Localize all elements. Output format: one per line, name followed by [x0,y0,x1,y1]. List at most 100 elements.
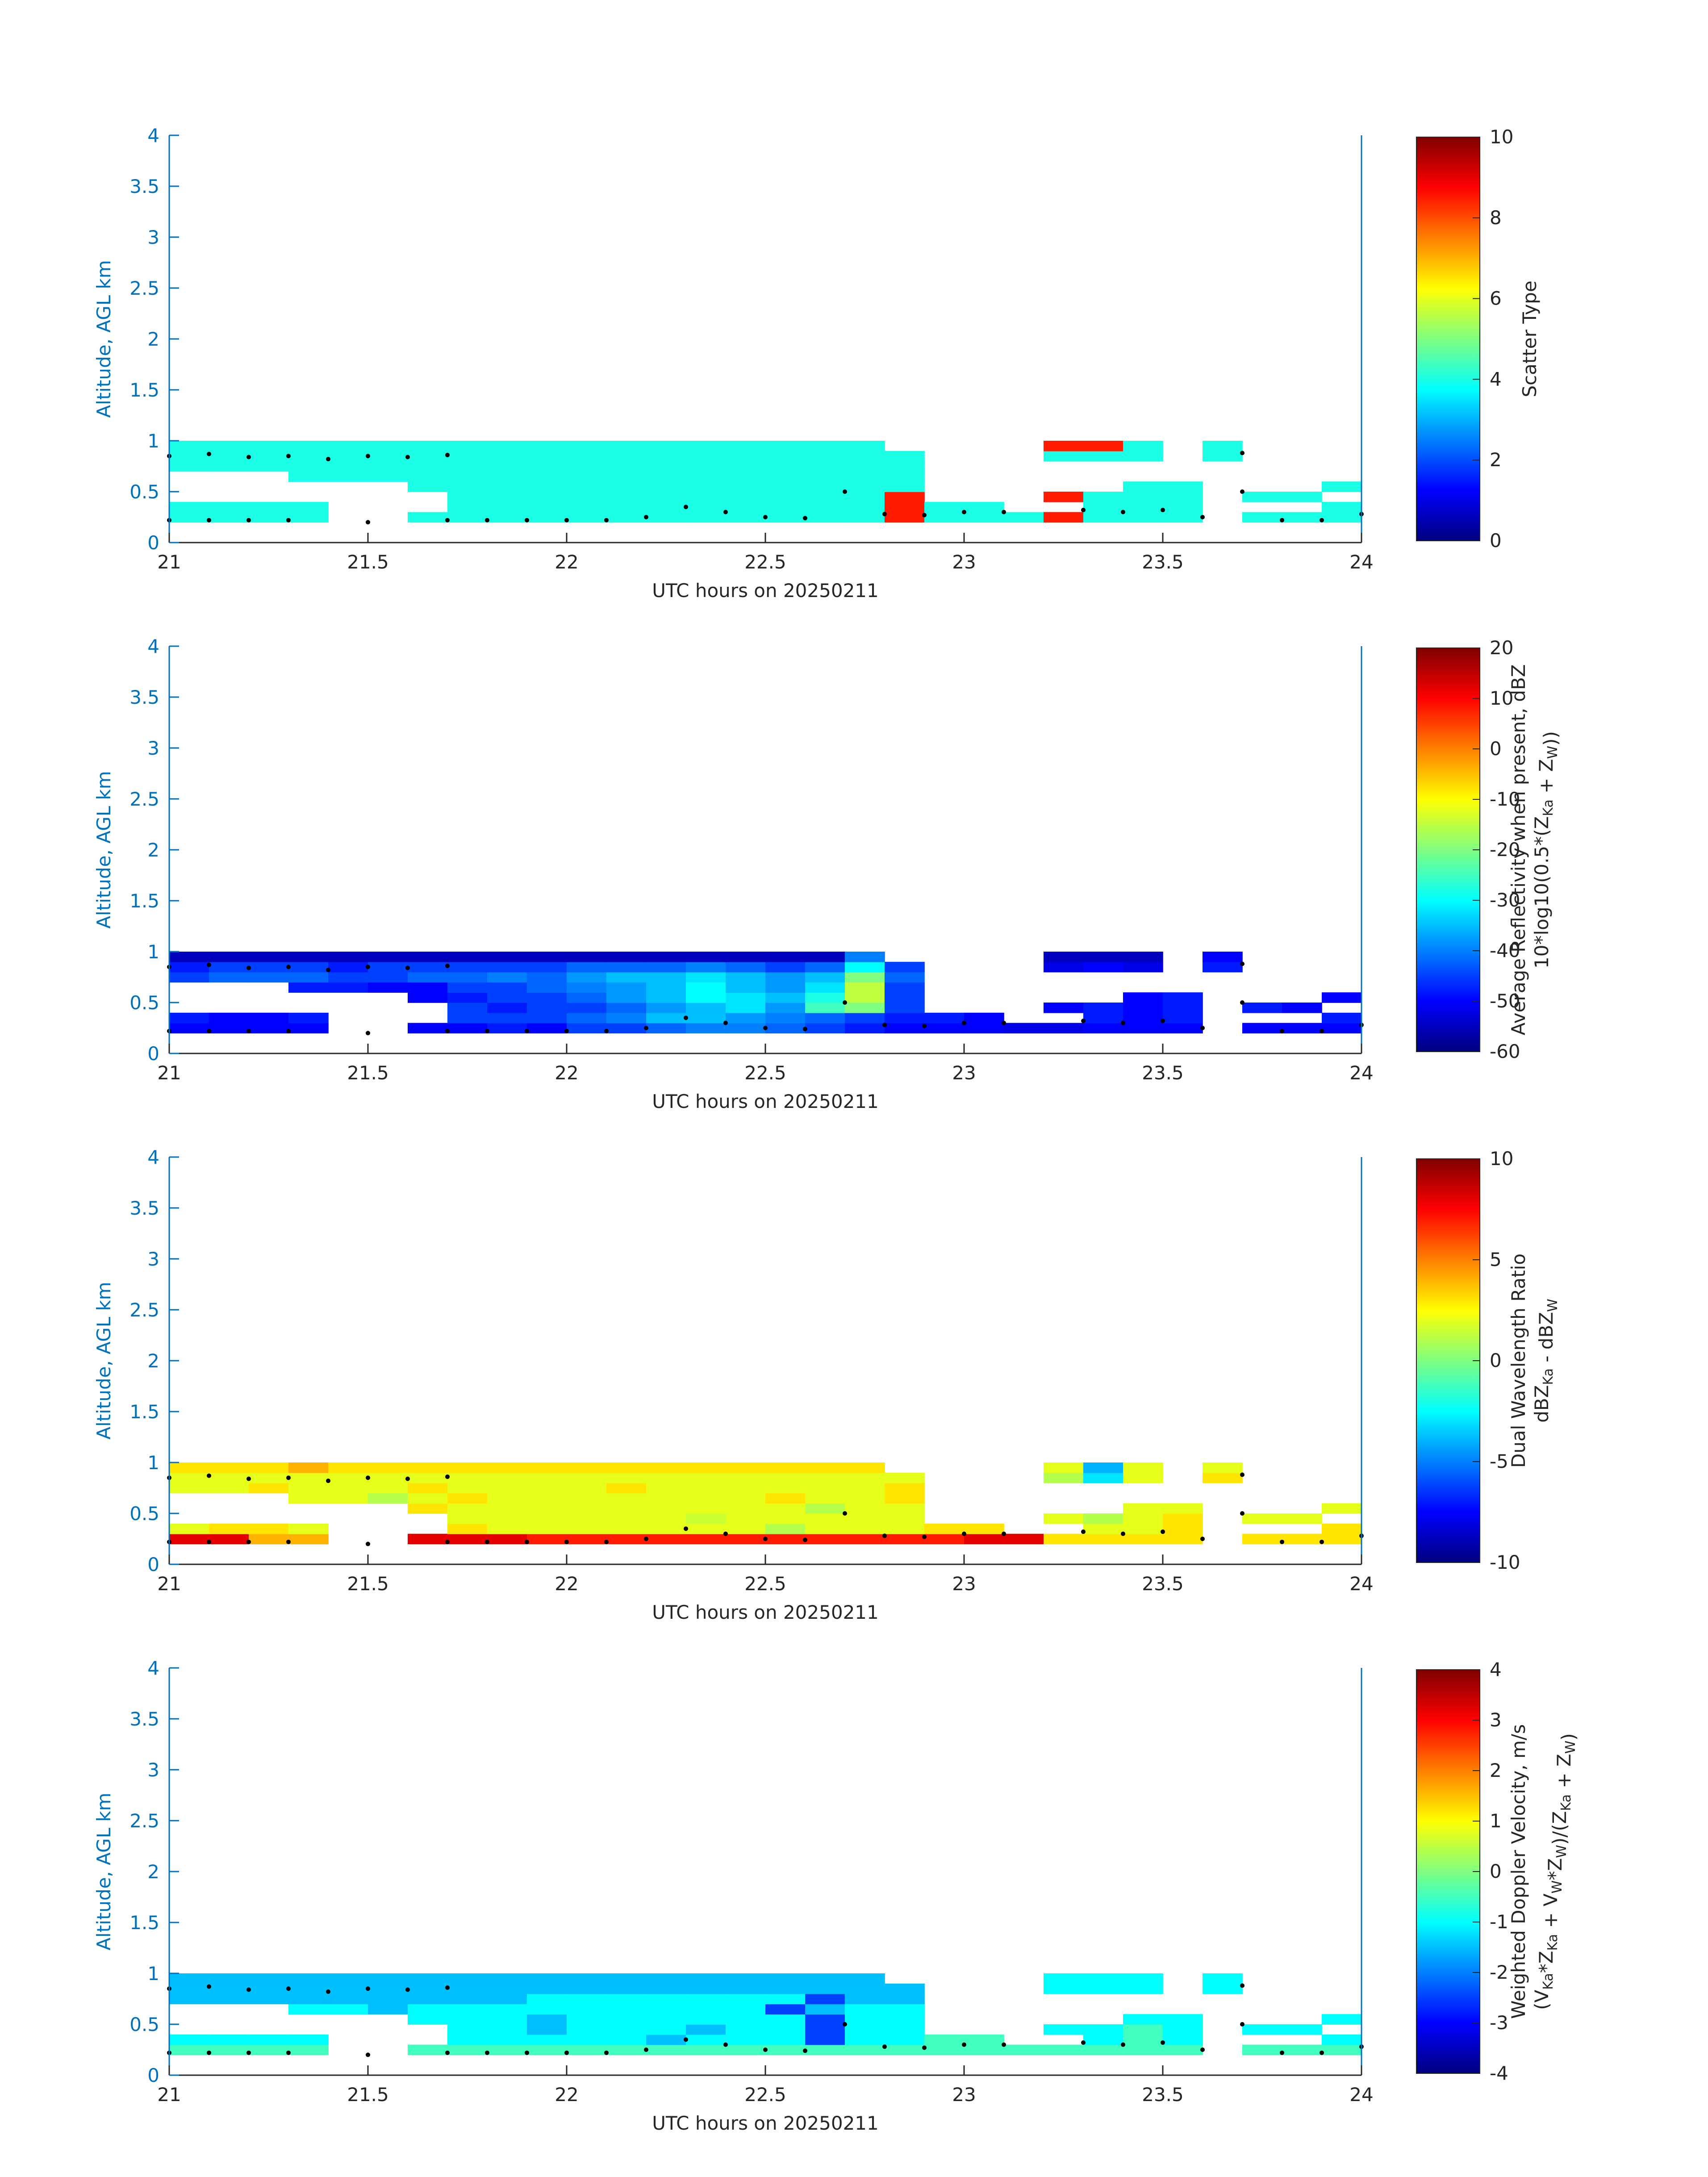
heatmap-cell [805,1493,845,1504]
heatmap-cell [447,1513,488,1524]
heatmap-cell [1004,1023,1044,1034]
y-tick-label: 0.5 [129,481,159,503]
colorbar-label-subscript: W [1549,1880,1565,1894]
heatmap-cell [924,512,965,523]
heatmap-cell [726,1513,766,1524]
heatmap-cell [1123,1503,1163,1514]
heatmap-cell [169,1012,209,1024]
heatmap-cell [567,441,607,451]
heatmap-cell [686,1023,726,1034]
x-axis-label: UTC hours on 20250211 [652,1091,879,1112]
heatmap-cell [487,1513,527,1524]
cloud-dot [1240,451,1244,455]
x-tick-label: 24 [1349,1062,1373,1084]
cloud-dot [286,1986,291,1991]
cloud-dot [843,1511,847,1516]
heatmap-cell [1044,1462,1084,1473]
colorbar-tick-label: 5 [1490,1249,1502,1270]
heatmap-cell [328,1493,368,1504]
heatmap-cell [845,1534,885,1545]
heatmap-cell [487,1493,527,1504]
heatmap-cell [845,2024,885,2035]
colorbar-label-part: *Z [1535,1951,1557,1973]
colorbar-label-subscript: Ka [1541,1368,1556,1385]
cloud-dot [882,2044,887,2049]
heatmap-cell [368,1493,408,1504]
cloud-dot [882,1023,887,1028]
heatmap-cell [606,2034,647,2045]
colorbar-tick-label: -5 [1490,1450,1508,1472]
heatmap-cell [567,1023,607,1034]
heatmap-cell [169,1483,209,1494]
heatmap-cell [1083,961,1123,973]
cloud-dot [246,455,251,460]
heatmap-cell [845,1462,885,1473]
heatmap-cell [447,441,488,451]
heatmap-cell [567,1012,607,1024]
heatmap-cell [447,1023,488,1034]
cloud-dot [644,2047,648,2052]
heatmap-cell [1163,1003,1203,1013]
heatmap-cell [805,1983,845,1994]
heatmap-cell [1322,501,1362,513]
cloud-dot [803,1027,807,1032]
heatmap-cell [805,512,845,523]
heatmap-cell [1203,451,1243,462]
heatmap-cell [408,1493,448,1504]
heatmap-cell [408,1973,448,1984]
cloud-dot [445,2050,450,2055]
cloud-dot [843,2022,847,2027]
colorbar-tick-label: -50 [1490,990,1520,1012]
heatmap-cell [1044,952,1084,962]
heatmap-cell [527,1003,567,1013]
heatmap-cell [487,1462,527,1473]
cloud-dot [604,518,609,522]
heatmap-cell [1203,961,1243,973]
heatmap-cell [686,2024,726,2035]
heatmap-cell [1083,2044,1123,2056]
heatmap-cell [606,501,647,513]
heatmap-cell [328,1993,368,2005]
x-tick-label: 21 [157,551,181,573]
heatmap-cell [249,1483,289,1494]
cloud-dot [207,1473,211,1478]
heatmap-cell [487,481,527,492]
heatmap-cell [726,1472,766,1483]
heatmap-cell [765,2004,806,2014]
heatmap-cell [487,471,527,482]
heatmap-cell [169,1983,209,1994]
colorbar-label-subscript: W [1545,1299,1561,1312]
x-axis-label: UTC hours on 20250211 [652,1601,879,1623]
heatmap-cell [487,972,527,983]
heatmap-cell [447,1983,488,1994]
heatmap-cell [845,1503,885,1514]
heatmap-cell [1322,481,1362,492]
heatmap-cell [924,2044,965,2056]
heatmap-cell [169,512,209,523]
heatmap-cell [765,992,806,1003]
heatmap-cell [1044,492,1084,502]
heatmap-cell [1123,512,1163,523]
colorbar-label: Dual Wavelength Ratio [1508,1254,1529,1468]
cloud-dot [1200,1537,1205,1541]
heatmap-cell [1163,1503,1203,1514]
heatmap-cell [209,461,249,472]
heatmap-cell [288,1023,329,1034]
heatmap-cell [1242,1534,1282,1545]
heatmap-cell [487,1472,527,1483]
heatmap-cell [765,501,806,513]
heatmap-cell [686,2004,726,2014]
x-tick-label: 21.5 [347,1062,389,1084]
cloud-dot [525,1028,529,1033]
heatmap-cell [567,1983,607,1994]
colorbar [1416,1669,1480,2074]
heatmap-cell [606,1462,647,1473]
heatmap-cell [1163,1023,1203,1034]
heatmap-cell [1242,2024,1282,2035]
heatmap-cell [169,1462,209,1473]
heatmap-cell [646,1023,686,1034]
heatmap-cell [1083,441,1123,451]
heatmap-cell [646,972,686,983]
colorbar [1416,137,1480,541]
